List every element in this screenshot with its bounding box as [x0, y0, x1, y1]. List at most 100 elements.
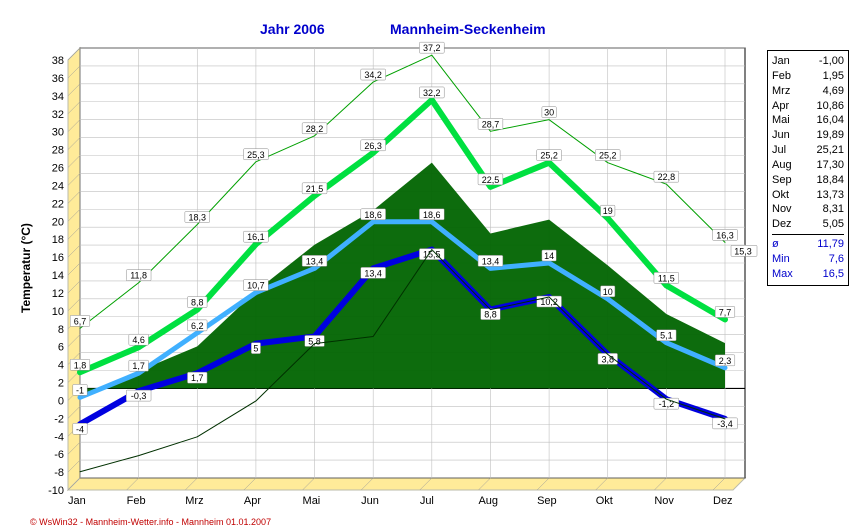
legend-month-row: Apr10,86 — [772, 99, 844, 114]
svg-text:30: 30 — [52, 127, 64, 139]
svg-text:5,8: 5,8 — [308, 336, 321, 346]
svg-text:10,7: 10,7 — [247, 281, 265, 291]
svg-text:18,3: 18,3 — [189, 212, 207, 222]
x-tick-label: Aug — [478, 495, 498, 507]
svg-text:11,8: 11,8 — [130, 271, 147, 281]
svg-text:2,3: 2,3 — [719, 356, 732, 366]
svg-text:26: 26 — [52, 163, 64, 175]
chart-title-location: Mannheim-Seckenheim — [390, 21, 546, 37]
legend-month-row: Sep18,84 — [772, 173, 844, 188]
legend-month-row: Okt13,73 — [772, 188, 844, 203]
svg-text:-2: -2 — [54, 413, 64, 425]
svg-text:36: 36 — [52, 73, 64, 85]
legend-month-row: Mai16,04 — [772, 113, 844, 128]
x-tick-label: Feb — [127, 495, 146, 507]
footer-credit: © WsWin32 - Mannheim-Wetter.info - Mannh… — [30, 517, 271, 527]
chart-svg: -10-8-6-4-202468101214161820222426283032… — [10, 10, 760, 520]
svg-text:4: 4 — [58, 360, 64, 372]
svg-text:18,6: 18,6 — [364, 210, 382, 220]
svg-text:34: 34 — [52, 91, 64, 103]
svg-text:6: 6 — [58, 342, 64, 354]
svg-text:1,7: 1,7 — [132, 361, 145, 371]
svg-text:14: 14 — [544, 251, 554, 261]
x-tick-label: Jul — [420, 495, 434, 507]
svg-text:37,2: 37,2 — [423, 43, 441, 53]
svg-text:6,2: 6,2 — [191, 321, 204, 331]
legend-box: Jan-1,00Feb1,95Mrz4,69Apr10,86Mai16,04Ju… — [767, 50, 849, 286]
legend-stat-row: Min7,6 — [772, 252, 844, 267]
svg-text:24: 24 — [52, 180, 64, 192]
svg-text:32: 32 — [52, 109, 64, 121]
svg-text:32,2: 32,2 — [423, 88, 441, 98]
svg-text:25,2: 25,2 — [599, 151, 617, 161]
svg-text:2: 2 — [58, 378, 64, 390]
chart-title-year: Jahr 2006 — [260, 21, 325, 37]
legend-month-row: Feb1,95 — [772, 69, 844, 84]
svg-text:22,5: 22,5 — [482, 175, 500, 185]
svg-text:8: 8 — [58, 324, 64, 336]
svg-text:-8: -8 — [54, 467, 64, 479]
x-tick-label: Mrz — [185, 495, 203, 507]
svg-text:13,4: 13,4 — [482, 256, 500, 266]
legend-month-row: Jul25,21 — [772, 143, 844, 158]
x-tick-label: Okt — [596, 495, 613, 507]
x-tick-label: Dez — [713, 495, 733, 507]
svg-text:8,8: 8,8 — [191, 298, 204, 308]
svg-text:-4: -4 — [76, 424, 84, 434]
svg-text:25,3: 25,3 — [247, 150, 265, 160]
svg-text:28,7: 28,7 — [482, 119, 500, 129]
y-axis-label: Temperatur (°C) — [19, 223, 33, 313]
x-tick-label: Sep — [537, 495, 557, 507]
legend-stat-row: Max16,5 — [772, 267, 844, 282]
svg-text:18,6: 18,6 — [423, 210, 441, 220]
svg-text:34,2: 34,2 — [364, 70, 382, 80]
svg-text:22,8: 22,8 — [658, 172, 676, 182]
svg-text:13,4: 13,4 — [364, 268, 382, 278]
legend-month-row: Dez5,05 — [772, 217, 844, 232]
svg-text:10: 10 — [52, 306, 64, 318]
svg-text:18: 18 — [52, 234, 64, 246]
legend-month-row: Jun19,89 — [772, 128, 844, 143]
svg-text:4,6: 4,6 — [132, 335, 145, 345]
svg-text:15,3: 15,3 — [734, 246, 752, 256]
svg-text:1,8: 1,8 — [74, 360, 87, 370]
svg-text:11,5: 11,5 — [658, 273, 675, 283]
svg-text:19: 19 — [603, 206, 613, 216]
x-tick-label: Mai — [303, 495, 321, 507]
svg-text:-1: -1 — [76, 385, 84, 395]
svg-text:16,3: 16,3 — [716, 230, 734, 240]
svg-text:26,3: 26,3 — [364, 141, 382, 151]
svg-text:-6: -6 — [54, 449, 64, 461]
svg-text:16,1: 16,1 — [247, 232, 265, 242]
svg-text:12: 12 — [52, 288, 64, 300]
legend-month-row: Jan-1,00 — [772, 54, 844, 69]
legend-month-row: Aug17,30 — [772, 158, 844, 173]
svg-text:0: 0 — [58, 395, 64, 407]
svg-text:1,7: 1,7 — [191, 373, 204, 383]
svg-text:28,2: 28,2 — [306, 124, 324, 134]
svg-text:3,8: 3,8 — [601, 354, 614, 364]
svg-text:13,4: 13,4 — [306, 256, 324, 266]
svg-text:-3,4: -3,4 — [717, 419, 733, 429]
x-tick-label: Jan — [68, 495, 86, 507]
svg-text:20: 20 — [52, 216, 64, 228]
chart-container: -10-8-6-4-202468101214161820222426283032… — [0, 0, 857, 531]
svg-text:5: 5 — [253, 344, 258, 354]
svg-text:14: 14 — [52, 270, 64, 282]
svg-text:-0,3: -0,3 — [131, 391, 147, 401]
svg-text:10: 10 — [603, 287, 613, 297]
x-tick-label: Nov — [654, 495, 674, 507]
svg-text:21,5: 21,5 — [306, 184, 324, 194]
svg-text:-4: -4 — [54, 431, 64, 443]
legend-stat-row: ø11,79 — [772, 237, 844, 252]
svg-text:25,2: 25,2 — [540, 151, 558, 161]
x-tick-label: Jun — [361, 495, 379, 507]
legend-month-row: Nov8,31 — [772, 202, 844, 217]
svg-text:16: 16 — [52, 252, 64, 264]
svg-text:-10: -10 — [48, 485, 64, 497]
svg-text:8,8: 8,8 — [484, 310, 497, 320]
svg-text:28: 28 — [52, 145, 64, 157]
x-tick-label: Apr — [244, 495, 261, 507]
svg-text:7,7: 7,7 — [719, 307, 732, 317]
svg-text:22: 22 — [52, 198, 64, 210]
